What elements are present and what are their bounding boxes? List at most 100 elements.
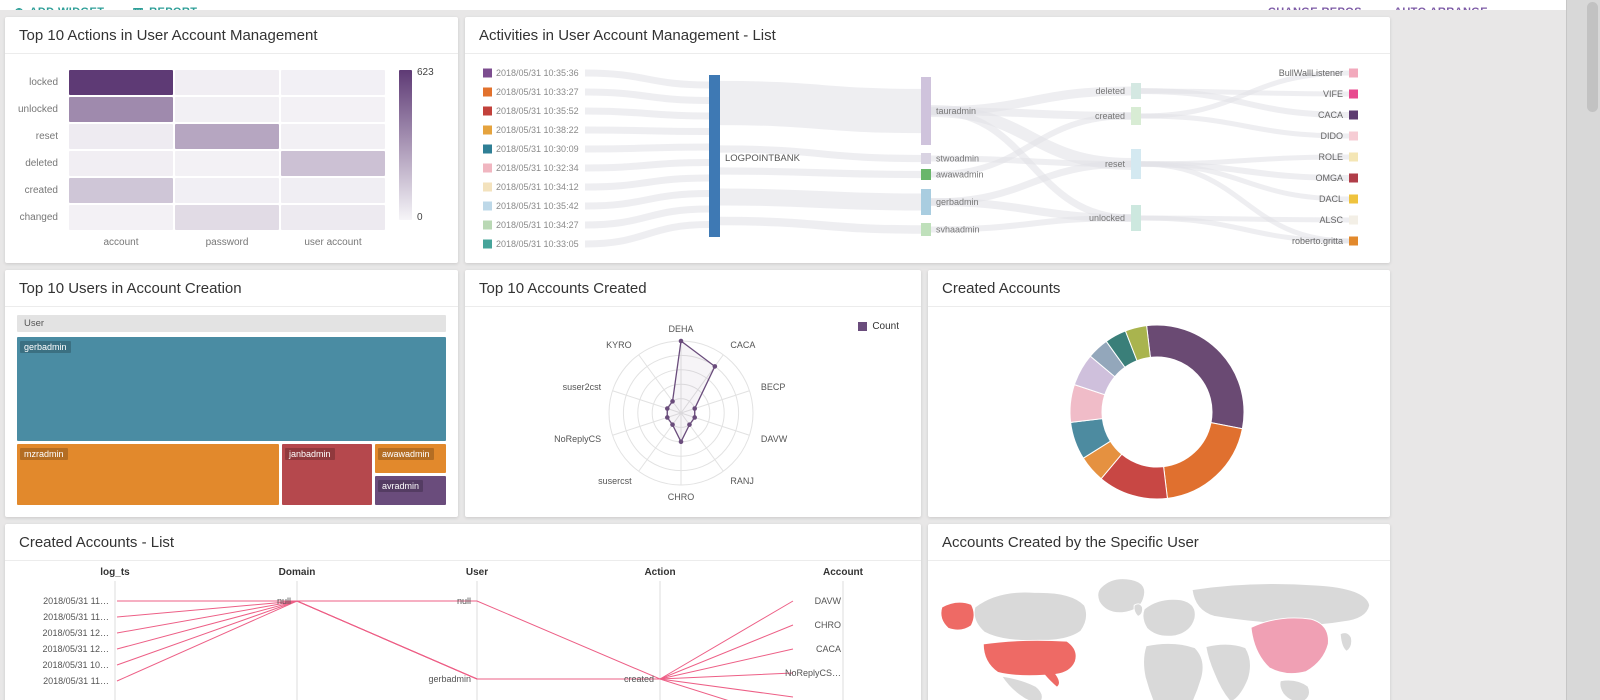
- change-repos-button[interactable]: CHANGE REPOS: [1268, 6, 1362, 10]
- sankey-timestamp-swatch: [483, 163, 492, 173]
- heatmap-cell[interactable]: [175, 178, 279, 203]
- parallel-domain-label: null: [277, 596, 291, 606]
- sankey-account-swatch: [1349, 152, 1358, 162]
- widget-card-activities-sankey: Activities in User Account Management - …: [465, 17, 1390, 263]
- parallel-chart[interactable]: log_ts Domain User Action Account 2018/05/31 …: [5, 561, 921, 700]
- sankey-account-label: CACA: [1318, 110, 1343, 120]
- radar-chart[interactable]: DEHA CACA BECP DAVW RANJ CHRO susercst NoReplyC…: [465, 307, 921, 512]
- heatmap-cell[interactable]: [175, 205, 279, 230]
- widget-title-accounts-map: Accounts Created by the Specific User: [928, 524, 1390, 561]
- radar-point: [687, 422, 692, 427]
- scrollbar-thumb[interactable]: [1587, 2, 1598, 112]
- heatmap-cell[interactable]: [69, 97, 173, 122]
- treemap-block-label: gerbadmin: [20, 341, 71, 353]
- heatmap-row-label: reset: [35, 131, 58, 142]
- sankey-user-label: svhaadmin: [936, 225, 980, 235]
- treemap-block[interactable]: avradmin: [375, 476, 446, 505]
- sankey-timestamp-swatch: [483, 68, 492, 78]
- heatmap-cell[interactable]: [175, 70, 279, 95]
- parallel-account-label: DAVW: [815, 596, 842, 606]
- sankey-user-label: stwoadmin: [936, 154, 979, 164]
- heatmap-cell[interactable]: [69, 178, 173, 203]
- sankey-user-label: gerbadmin: [936, 197, 979, 207]
- sankey-chart[interactable]: 2018/05/31 10:35:36 2018/05/31 10:33:27 20…: [465, 54, 1390, 259]
- heatmap-cell[interactable]: [175, 151, 279, 176]
- toolbar: ⊕ ADD WIDGET ▦ REPORT CHANGE REPOS AUTO …: [0, 0, 1566, 10]
- sankey-timestamp-label: 2018/05/31 10:30:09: [496, 144, 579, 154]
- treemap-block[interactable]: awawadmin: [375, 444, 446, 473]
- scrollbar-track[interactable]: [1566, 0, 1600, 700]
- treemap-block-label: janbadmin: [285, 448, 335, 460]
- heatmap-cell[interactable]: [175, 124, 279, 149]
- map-chart[interactable]: [928, 563, 1390, 700]
- treemap-area[interactable]: gerbadmin mzradmin janbadmin awawadmin avrad…: [17, 337, 446, 507]
- donut-slice: [1124, 325, 1151, 362]
- map-region-africa[interactable]: [1143, 643, 1204, 700]
- report-icon: ▦: [132, 5, 144, 10]
- report-button[interactable]: ▦ REPORT: [132, 5, 197, 10]
- heatmap-legend: 623 0: [399, 67, 449, 257]
- sankey-domain-node: [709, 75, 720, 237]
- heatmap-cell[interactable]: [69, 124, 173, 149]
- radar-axis-label: CACA: [730, 340, 755, 350]
- parallel-account-label: CHRO: [815, 620, 842, 630]
- parallel-line: [116, 600, 794, 680]
- heatmap-cell[interactable]: [69, 151, 173, 176]
- map-region-canada[interactable]: [973, 591, 1088, 642]
- treemap-block-label: avradmin: [378, 480, 424, 492]
- heatmap-cell[interactable]: [281, 205, 385, 230]
- map-region-mexico[interactable]: [1000, 675, 1043, 700]
- heatmap-cell[interactable]: [281, 124, 385, 149]
- parallel-line: [117, 600, 794, 680]
- sankey-user-node: [921, 189, 931, 215]
- radar-point: [712, 364, 718, 369]
- sankey-account-label: ROLE: [1318, 152, 1343, 162]
- sankey-account-swatch: [1349, 68, 1358, 78]
- parallel-column-header: Action: [644, 567, 675, 578]
- map-region-southeast-asia[interactable]: [1279, 679, 1310, 700]
- sankey-action-node: [1131, 83, 1141, 99]
- map-region-united-states[interactable]: [982, 639, 1077, 688]
- map-region-united-kingdom[interactable]: [1133, 603, 1144, 617]
- heatmap-cell[interactable]: [69, 205, 173, 230]
- radar-point: [670, 422, 675, 427]
- widget-card-top-actions: Top 10 Actions in User Account Managemen…: [5, 17, 458, 263]
- heatmap-col-label: account: [103, 237, 139, 248]
- sankey-account-label: VIFE: [1323, 89, 1343, 99]
- donut-chart[interactable]: [928, 307, 1390, 513]
- radar-point: [678, 338, 684, 344]
- heatmap-chart[interactable]: locked unlocked reset deleted created changed…: [5, 54, 458, 257]
- sankey-timestamp-label: 2018/05/31 10:38:22: [496, 125, 579, 135]
- sankey-timestamp-swatch: [483, 239, 492, 249]
- parallel-account-label: NoReplyCS…: [785, 668, 841, 678]
- map-region-japan[interactable]: [1339, 632, 1353, 652]
- sankey-account-label: OMGA: [1315, 173, 1343, 183]
- heatmap-row-label: locked: [29, 77, 58, 88]
- map-region-middle-east-india[interactable]: [1205, 643, 1251, 700]
- map-region-europe[interactable]: [1142, 598, 1196, 637]
- sankey-user-label: tauradmin: [936, 106, 976, 116]
- radar-axis-label: RANJ: [730, 476, 754, 486]
- treemap-block[interactable]: gerbadmin: [17, 337, 446, 441]
- map-region-russia[interactable]: [1191, 583, 1371, 626]
- auto-arrange-button[interactable]: AUTO ARRANGE: [1394, 6, 1488, 10]
- parallel-line: [116, 600, 729, 700]
- map-region-china[interactable]: [1250, 617, 1329, 675]
- heatmap-cell[interactable]: [281, 151, 385, 176]
- treemap-block-label: awawadmin: [378, 448, 434, 460]
- heatmap-cell[interactable]: [69, 70, 173, 95]
- parallel-account-label: CACA: [816, 644, 841, 654]
- heatmap-cell[interactable]: [175, 97, 279, 122]
- map-region-alaska[interactable]: [940, 601, 975, 631]
- add-widget-button[interactable]: ⊕ ADD WIDGET: [14, 5, 104, 10]
- sankey-user-node: [921, 153, 931, 164]
- heatmap-cell[interactable]: [281, 70, 385, 95]
- treemap-block[interactable]: janbadmin: [282, 444, 372, 505]
- heatmap-cell[interactable]: [281, 178, 385, 203]
- heatmap-row-label: changed: [19, 212, 58, 223]
- treemap-block[interactable]: mzradmin: [17, 444, 279, 505]
- heatmap-col-label: password: [205, 237, 249, 248]
- heatmap-cell[interactable]: [281, 97, 385, 122]
- sankey-action-label: created: [1095, 111, 1125, 121]
- sankey-timestamp-label: 2018/05/31 10:34:12: [496, 182, 579, 192]
